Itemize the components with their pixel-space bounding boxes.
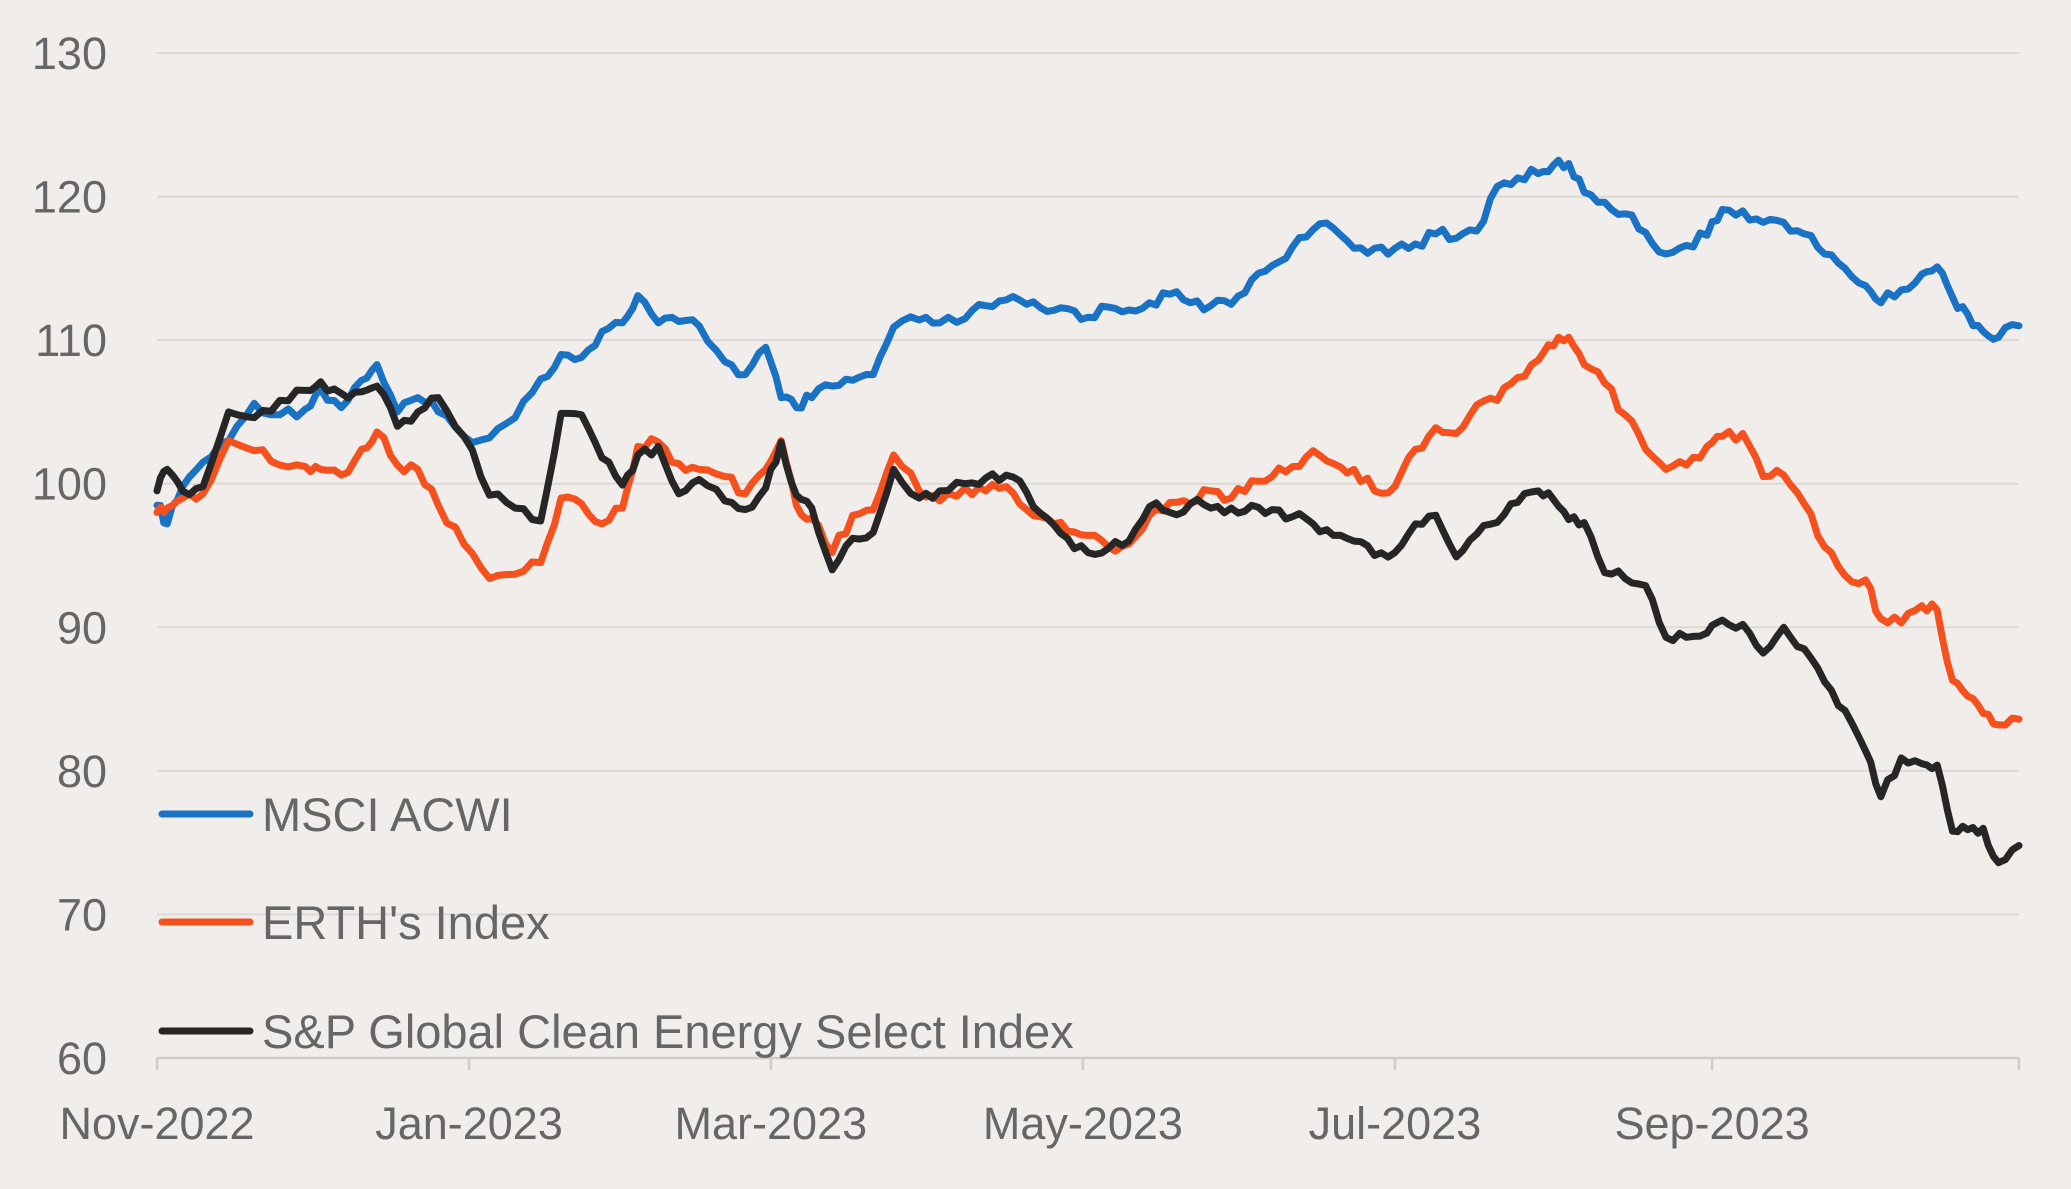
y-tick-label-80: 80 [57,746,107,797]
y-tick-label-60: 60 [57,1033,107,1084]
x-tick-label-jan-2023: Jan-2023 [375,1098,563,1149]
x-tick-label-sep-2023: Sep-2023 [1614,1098,1809,1149]
y-tick-label-130: 130 [32,28,107,79]
series-line-erth-s-index [153,333,2023,729]
x-tick-label-mar-2023: Mar-2023 [675,1098,868,1149]
x-tick-label-jul-2023: Jul-2023 [1309,1098,1482,1149]
legend-label: S&P Global Clean Energy Select Index [262,1005,1074,1058]
legend-label: ERTH's Index [262,896,550,949]
series-lines [153,156,2023,867]
y-tick-label-120: 120 [32,172,107,223]
y-tick-label-70: 70 [57,889,107,940]
series-line-msci-acwi [153,156,2023,528]
legend: MSCI ACWI ERTH's Index S&P Global Clean En… [158,788,1074,1058]
x-tick-label-nov-2022: Nov-2022 [59,1098,254,1149]
y-tick-label-110: 110 [35,315,107,366]
y-tick-label-100: 100 [32,459,107,510]
x-axis: Nov-2022 Jan-2023 Mar-2023 May-2023 Jul-2023… [59,1056,2021,1149]
legend-label: MSCI ACWI [262,788,513,841]
y-axis-tick-labels: 60 70 80 90 100 110 120 130 [32,28,107,1084]
gridlines [157,52,2019,916]
y-tick-label-90: 90 [57,602,107,653]
series-line-s-p-global-clean-energy-select-index [153,378,2023,867]
x-tick-label-may-2023: May-2023 [983,1098,1183,1149]
